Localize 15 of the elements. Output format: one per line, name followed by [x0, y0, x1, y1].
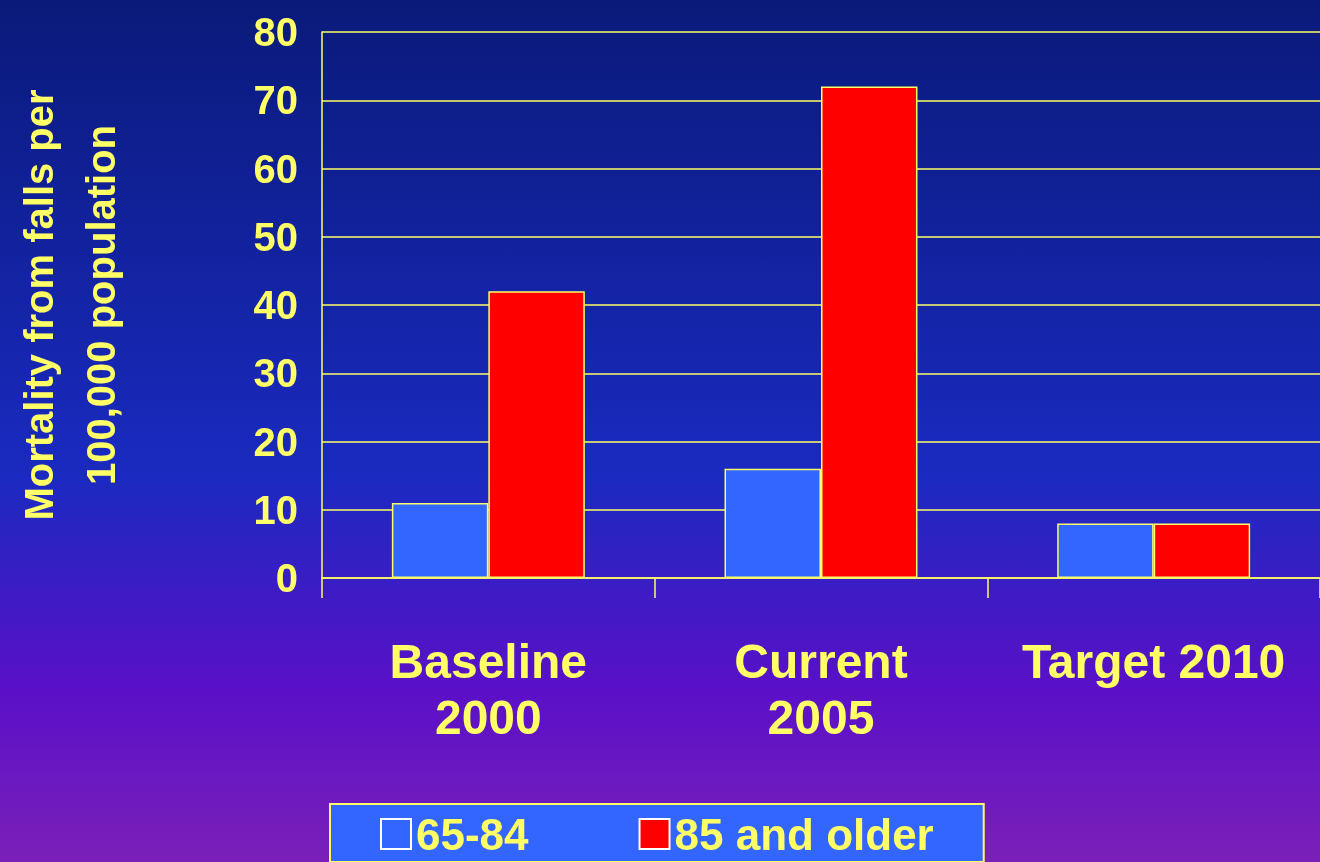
x-tick-label: Target 2010: [1022, 634, 1286, 688]
y-tick-label: 50: [253, 214, 298, 259]
x-tick-label: Current 2005: [734, 634, 908, 744]
y-tick-label: 40: [253, 283, 298, 327]
y-tick-label: 80: [253, 10, 298, 54]
y-axis-title: Mortality from falls per 100,000 population: [17, 89, 123, 521]
y-tick-label: 0: [275, 556, 298, 600]
y-tick-label: 70: [253, 78, 298, 123]
y-tick-label: 10: [253, 487, 298, 532]
x-tick-label: Baseline 2000: [389, 634, 588, 744]
y-tick-label: 20: [253, 419, 298, 464]
y-tick-label: 30: [253, 351, 298, 396]
legend-label: 65-84: [416, 809, 530, 859]
y-tick-label: 60: [253, 146, 298, 191]
text: 85 and older: [674, 809, 934, 859]
